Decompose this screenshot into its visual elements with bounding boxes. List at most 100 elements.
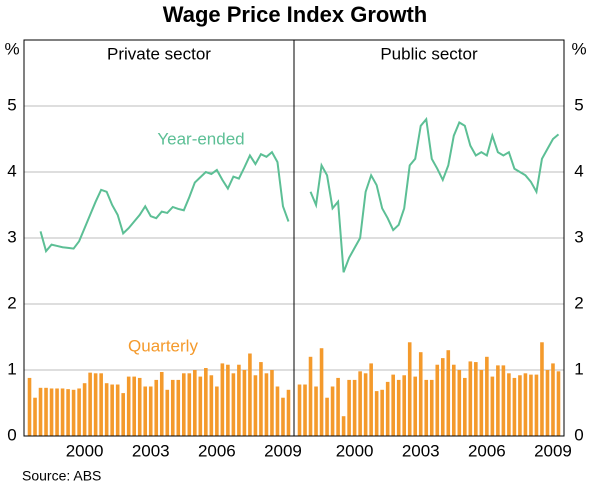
bar (319, 348, 324, 436)
y-tick-label: 1 (7, 359, 16, 378)
x-tick-label: 2003 (402, 441, 440, 460)
bar (380, 389, 384, 436)
bar (226, 364, 230, 436)
bar (325, 397, 329, 436)
bar (270, 370, 274, 436)
bar (303, 384, 307, 436)
series-label: Quarterly (128, 336, 198, 355)
bar (126, 376, 131, 436)
bar (170, 379, 175, 436)
bar (407, 342, 412, 436)
y-tick-label: 0 (574, 425, 583, 444)
x-tick-label: 2000 (66, 441, 104, 460)
bar (341, 416, 346, 436)
bar (198, 376, 203, 436)
bar (154, 379, 159, 436)
bar (132, 376, 137, 436)
x-tick-label: 2009 (534, 441, 572, 460)
bar (231, 373, 236, 436)
bar (308, 356, 313, 436)
bar (148, 386, 153, 436)
bar (237, 364, 241, 436)
bar (474, 362, 478, 436)
bar (137, 377, 142, 436)
bar (176, 379, 181, 436)
bar (27, 377, 32, 436)
bar (297, 384, 302, 436)
bar (523, 373, 528, 436)
bar (479, 370, 484, 436)
bar (402, 375, 407, 436)
bar (66, 389, 70, 436)
bar (435, 364, 440, 436)
bar (60, 388, 65, 436)
bar (396, 379, 401, 436)
bar (424, 379, 429, 436)
bar (429, 379, 434, 436)
bar (275, 386, 280, 436)
series-label: Year-ended (157, 129, 244, 148)
bar (248, 353, 252, 436)
bar (391, 374, 395, 436)
bar (347, 379, 351, 436)
bar (165, 389, 170, 436)
y-axis-unit: % (571, 39, 586, 58)
y-tick-label: 3 (574, 227, 583, 246)
bar (209, 375, 214, 436)
bar (187, 373, 192, 436)
bar (330, 386, 335, 436)
bar (121, 393, 125, 436)
x-tick-label: 2009 (264, 441, 302, 460)
bar (71, 389, 76, 436)
source: Source: ABS (22, 468, 101, 484)
bar (204, 368, 208, 436)
bar (253, 375, 258, 436)
panel-title: Public sector (380, 44, 478, 63)
bar (451, 364, 456, 436)
bar (490, 376, 495, 436)
bar (55, 388, 59, 436)
bar (242, 370, 247, 436)
bar (314, 386, 318, 436)
y-axis-unit: % (4, 39, 19, 58)
bar (358, 371, 362, 436)
bar (485, 356, 489, 436)
bar (512, 377, 517, 436)
x-tick-label: 2000 (336, 441, 374, 460)
y-tick-label: 3 (7, 227, 16, 246)
y-tick-label: 1 (574, 359, 583, 378)
bar (540, 342, 544, 436)
bar (457, 370, 462, 436)
bar (77, 388, 81, 436)
y-tick-label: 4 (7, 161, 16, 180)
bar (507, 373, 511, 436)
bar (44, 387, 48, 436)
bar (446, 350, 451, 436)
bar (104, 383, 109, 436)
bar (369, 363, 373, 436)
bar (33, 397, 37, 436)
bar (110, 384, 114, 436)
bar (518, 375, 522, 436)
bar (38, 387, 43, 436)
x-tick-label: 2006 (198, 441, 236, 460)
x-tick-label: 2006 (468, 441, 506, 460)
y-tick-label: 5 (7, 95, 16, 114)
bar (99, 373, 103, 436)
bar (440, 358, 445, 436)
bar (259, 362, 263, 436)
y-tick-label: 2 (7, 293, 16, 312)
bar (496, 365, 500, 436)
y-tick-label: 5 (574, 95, 583, 114)
bar (159, 371, 164, 436)
bar (93, 373, 98, 436)
y-tick-label: 4 (574, 161, 583, 180)
bar (181, 373, 186, 436)
bar (529, 374, 533, 436)
bar (551, 363, 555, 436)
bar (143, 386, 148, 436)
y-tick-label: 0 (7, 425, 16, 444)
bar (418, 352, 423, 436)
bar (115, 384, 120, 436)
line (39, 150, 290, 254)
